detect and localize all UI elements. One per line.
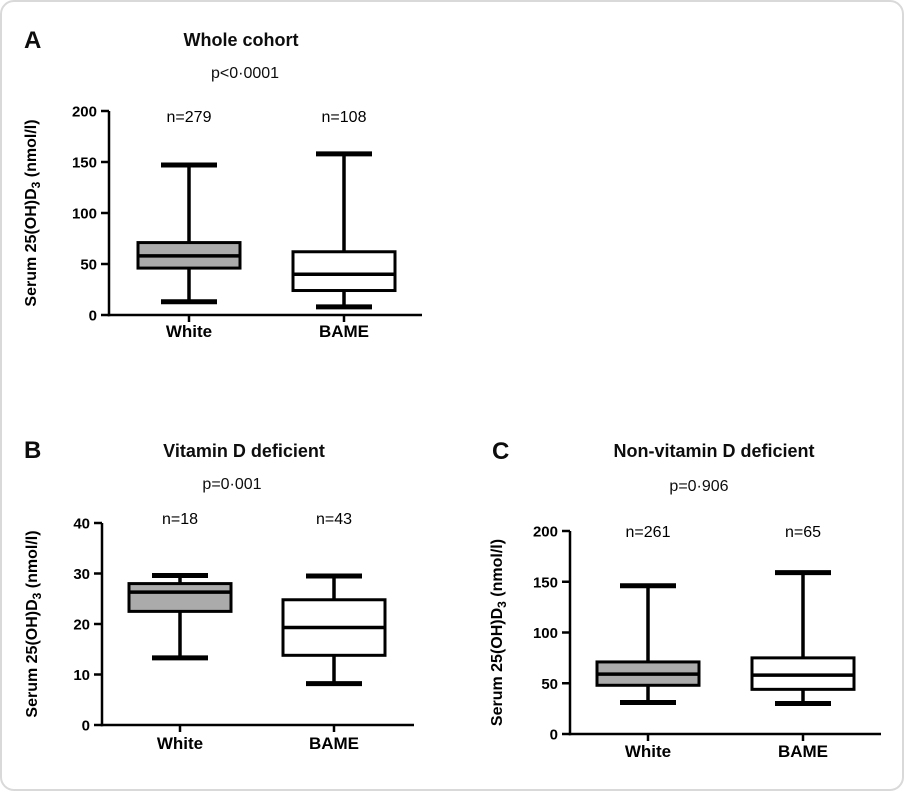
- y-tick-label: 50: [80, 257, 97, 274]
- box-group-bame: n=65 BAME: [750, 524, 856, 761]
- box-group-white: n=18 White: [127, 511, 233, 753]
- n-count-label: n=108: [322, 109, 367, 126]
- panel-b-boxplot: 0 10 20 30 40 n=18 White n=43 BAME Serum 25(OH)D3…: [24, 511, 414, 753]
- iqr-box: [127, 582, 233, 613]
- n-count-label: n=43: [316, 511, 352, 528]
- y-tick-label: 50: [541, 676, 558, 693]
- panel-b-p-value: p=0·001: [202, 476, 262, 493]
- panel-c-letter: C: [492, 438, 510, 465]
- y-tick-label: 100: [72, 206, 97, 223]
- box-group-white: n=261 White: [595, 524, 701, 761]
- panel-a-letter: A: [24, 27, 42, 54]
- category-label: BAME: [309, 734, 359, 753]
- panel-b-letter: B: [24, 437, 42, 464]
- n-count-label: n=261: [626, 524, 671, 541]
- category-label: BAME: [319, 322, 369, 341]
- panel-c-boxplot: 0 50 100 150 200 n=261 White n=65 BAME Serum 25(O…: [489, 524, 881, 761]
- panel-a-p-value: p<0·0001: [210, 65, 280, 82]
- n-count-label: n=18: [162, 511, 198, 528]
- y-tick-label: 0: [550, 727, 558, 744]
- y-tick-label: 150: [533, 574, 558, 591]
- y-tick-label: 20: [73, 617, 90, 634]
- y-tick-label: 100: [533, 625, 558, 642]
- panel-a-title: Whole cohort: [183, 30, 299, 50]
- category-label: White: [157, 734, 203, 753]
- box-group-bame: n=108 BAME: [291, 109, 397, 341]
- panel-c-p-value: p=0·906: [669, 478, 729, 495]
- panel-c-title: Non-vitamin D deficient: [613, 441, 815, 461]
- n-count-label: n=65: [785, 524, 821, 541]
- panel-b-title: Vitamin D deficient: [163, 441, 325, 461]
- y-tick-label: 150: [72, 155, 97, 172]
- y-tick-label: 30: [73, 566, 90, 583]
- n-count-label: n=279: [167, 109, 212, 126]
- y-axis-label: Serum 25(OH)D3 (nmol/l): [23, 119, 43, 306]
- y-tick-label: 200: [72, 104, 97, 121]
- category-label: White: [166, 322, 212, 341]
- y-tick-label: 10: [73, 667, 90, 684]
- y-tick-label: 200: [533, 524, 558, 541]
- y-tick-label: 40: [73, 516, 90, 533]
- panel-a-boxplot: 0 50 100 150 200 n=279 White n=108 BAME Serum 25(…: [23, 104, 422, 341]
- category-label: White: [625, 742, 671, 761]
- y-tick-label: 0: [82, 718, 90, 735]
- y-tick-label: 0: [89, 308, 97, 325]
- box-group-bame: n=43 BAME: [281, 511, 387, 753]
- category-label: BAME: [778, 742, 828, 761]
- y-axis-label: Serum 25(OH)D3 (nmol/l): [489, 539, 509, 726]
- y-axis-label: Serum 25(OH)D3 (nmol/l): [24, 530, 44, 717]
- iqr-box: [291, 250, 397, 293]
- box-group-white: n=279 White: [136, 109, 242, 341]
